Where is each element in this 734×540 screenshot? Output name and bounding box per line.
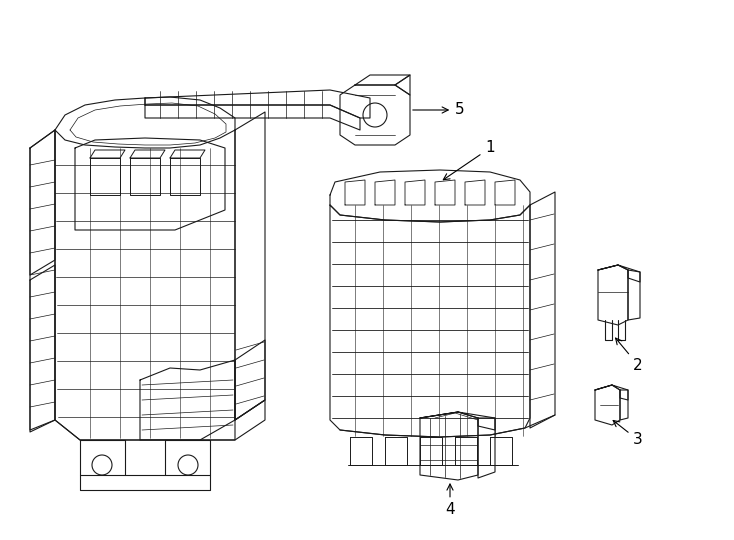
Text: 1: 1 bbox=[443, 140, 495, 180]
Text: 3: 3 bbox=[613, 421, 643, 448]
Text: 2: 2 bbox=[616, 338, 643, 373]
Text: 5: 5 bbox=[413, 103, 465, 118]
Text: 4: 4 bbox=[446, 484, 455, 517]
